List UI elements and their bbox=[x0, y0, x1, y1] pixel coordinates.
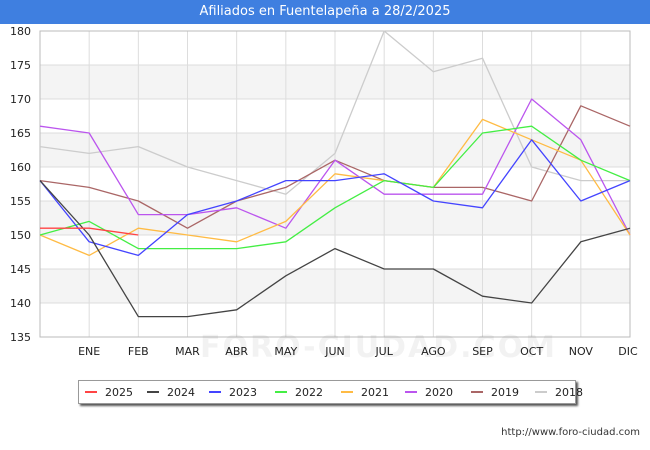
y-tick-label: 165 bbox=[10, 127, 31, 140]
x-tick-label: SEP bbox=[472, 345, 493, 358]
series-line-2024 bbox=[39, 180, 631, 318]
legend-item-2018: 2018 bbox=[535, 381, 583, 403]
x-tick-label: AGO bbox=[421, 345, 446, 358]
legend-label: 2019 bbox=[491, 385, 519, 399]
series-line-2022 bbox=[39, 125, 631, 250]
legend-label: 2021 bbox=[361, 385, 389, 399]
y-tick-label: 155 bbox=[10, 195, 31, 208]
legend-item-2025: 2025 bbox=[85, 381, 133, 403]
legend-swatch bbox=[275, 391, 287, 393]
x-tick-label: MAY bbox=[274, 345, 297, 358]
y-tick-label: 135 bbox=[10, 331, 31, 344]
x-tick-label: ENE bbox=[78, 345, 100, 358]
x-tick-label: JUL bbox=[374, 345, 393, 358]
legend-swatch bbox=[209, 391, 221, 393]
legend-swatch bbox=[405, 391, 417, 393]
source-credit: http://www.foro-ciudad.com bbox=[501, 427, 640, 438]
legend-label: 2023 bbox=[229, 385, 257, 399]
y-tick-label: 150 bbox=[10, 229, 31, 242]
x-tick-label: JUN bbox=[324, 345, 345, 358]
legend-label: 2025 bbox=[105, 385, 133, 399]
legend-item-2022: 2022 bbox=[275, 381, 323, 403]
x-tick-label: MAR bbox=[175, 345, 200, 358]
legend-label: 2024 bbox=[167, 385, 195, 399]
legend-swatch bbox=[85, 391, 97, 393]
legend-item-2021: 2021 bbox=[341, 381, 389, 403]
line-chart: 135 140 145 150 155 160 165 170 175 180 ENE FEB MAR A… bbox=[10, 25, 638, 358]
x-tick-label: NOV bbox=[569, 345, 594, 358]
legend-label: 2018 bbox=[555, 385, 583, 399]
series-line-2023 bbox=[39, 139, 631, 257]
chart-title: Afiliados en Fuentelapeña a 28/2/2025 bbox=[0, 0, 650, 24]
legend-swatch bbox=[147, 391, 159, 393]
y-tick-label: 175 bbox=[10, 59, 31, 72]
legend-item-2020: 2020 bbox=[405, 381, 453, 403]
y-tick-label: 160 bbox=[10, 161, 31, 174]
x-tick-label: FEB bbox=[128, 345, 149, 358]
legend-swatch bbox=[535, 391, 547, 393]
legend-label: 2020 bbox=[425, 385, 453, 399]
legend-item-2024: 2024 bbox=[147, 381, 195, 403]
series-line-2020 bbox=[39, 98, 631, 236]
y-tick-label: 145 bbox=[10, 263, 31, 276]
legend-swatch bbox=[341, 391, 353, 393]
x-tick-label: ABR bbox=[225, 345, 248, 358]
x-tick-label: OCT bbox=[520, 345, 543, 358]
chart-legend: 2025 2024 2023 2022 2021 2020 2019 2018 bbox=[78, 380, 583, 404]
series-line-2025 bbox=[40, 227, 139, 236]
y-tick-label: 180 bbox=[10, 25, 31, 38]
y-tick-label: 140 bbox=[10, 297, 31, 310]
x-tick-label: DIC bbox=[618, 345, 638, 358]
legend-label: 2022 bbox=[295, 385, 323, 399]
y-tick-label: 170 bbox=[10, 93, 31, 106]
legend-swatch bbox=[471, 391, 483, 393]
legend-item-2023: 2023 bbox=[209, 381, 257, 403]
plot-frame bbox=[39, 30, 631, 338]
series-line-2018 bbox=[39, 30, 630, 195]
legend-item-2019: 2019 bbox=[471, 381, 519, 403]
watermark: FORO-CIUDAD.COM bbox=[200, 330, 557, 365]
